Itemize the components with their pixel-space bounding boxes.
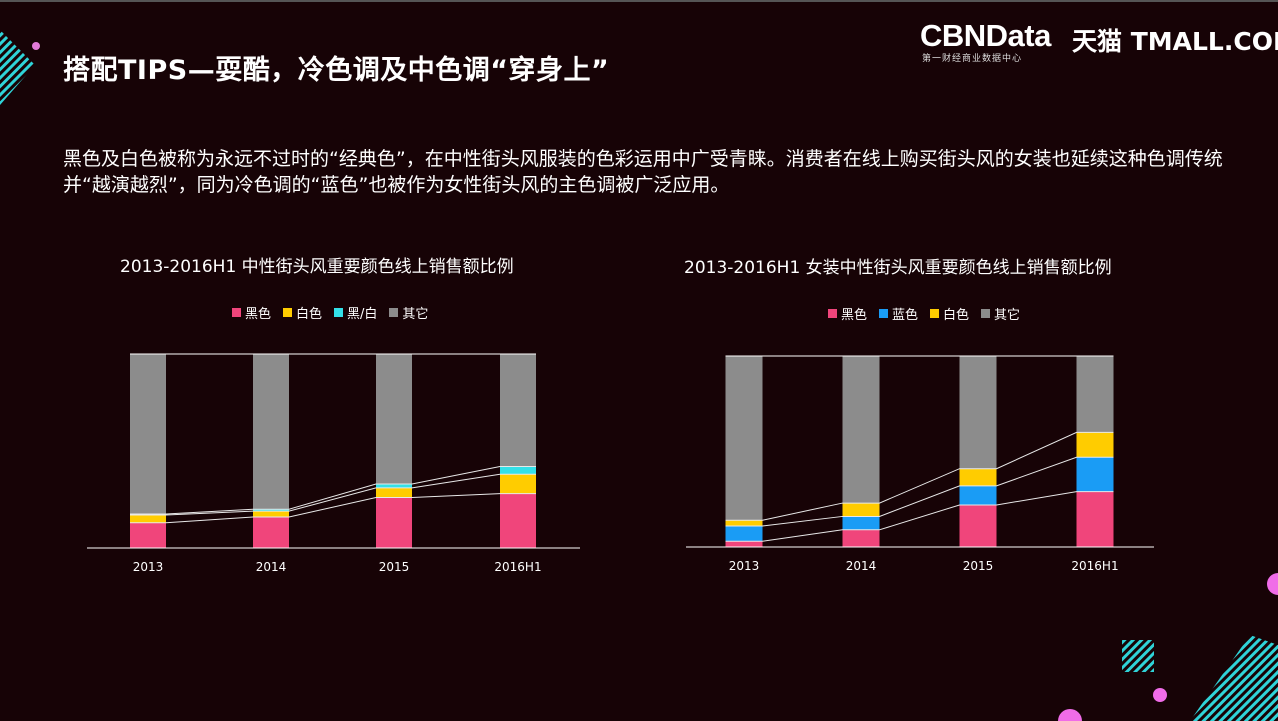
bar-2013-3 — [130, 354, 166, 515]
bar-2014-3 — [253, 354, 289, 510]
bar-2014-3 — [842, 356, 880, 504]
legend-item-3: 其它 — [389, 303, 428, 322]
series-connector-line-1 — [130, 473, 536, 516]
x-tick-label: 2013 — [133, 560, 164, 574]
legend-label: 其它 — [994, 308, 1021, 323]
chart1-title: 2013-2016H1 中性街头风重要颜色线上销售额比例 — [120, 257, 514, 277]
bar-2015-3 — [959, 356, 997, 469]
page-title: 搭配TIPS—耍酷，冷色调及中色调“穿身上” — [63, 55, 610, 86]
legend-label: 黑色 — [245, 307, 272, 322]
bar-2013-2 — [725, 520, 763, 526]
legend-label: 蓝色 — [892, 308, 919, 323]
legend-swatch — [232, 308, 241, 317]
bar-2016H1-3 — [500, 354, 536, 467]
pink-dot-decoration — [32, 42, 40, 50]
bar-2014-0 — [842, 529, 880, 547]
legend-item-0: 黑色 — [828, 304, 867, 323]
legend-item-1: 白色 — [283, 303, 322, 322]
bar-2013-3 — [725, 356, 763, 521]
x-tick-label: 2014 — [256, 560, 287, 574]
legend-label: 黑色 — [841, 308, 868, 323]
chart2-title: 2013-2016H1 女装中性街头风重要颜色线上销售额比例 — [684, 258, 1112, 278]
bar-2016H1-2 — [500, 466, 536, 475]
legend-swatch — [828, 309, 837, 318]
bar-2015-0 — [376, 497, 412, 548]
series-connector-line-0 — [130, 493, 536, 524]
x-tick-label: 2014 — [846, 559, 877, 573]
bar-2016H1-1 — [500, 474, 536, 494]
series-connector-line-1 — [725, 456, 1114, 527]
bar-2014-2 — [842, 503, 880, 517]
x-tick-label: 2016H1 — [494, 560, 541, 574]
bar-2013-0 — [725, 541, 763, 547]
tmall-logo: 天猫 TMALL.COM — [1072, 27, 1278, 56]
bar-2015-2 — [376, 483, 412, 488]
legend-swatch — [389, 308, 399, 317]
bar-2015-2 — [959, 468, 997, 486]
legend-item-2: 白色 — [930, 304, 969, 323]
series-connector-line-2 — [130, 466, 536, 515]
legend-label: 白色 — [943, 308, 970, 323]
legend-swatch — [334, 308, 344, 317]
x-tick-label: 2015 — [379, 560, 410, 574]
legend-item-0: 黑色 — [232, 303, 271, 322]
bar-2016H1-0 — [500, 493, 536, 548]
bar-2015-1 — [959, 485, 997, 505]
bar-2016H1-3 — [1076, 356, 1114, 433]
brand-logo: CBNData 第一财经商业数据中心 天猫 TMALL.COM — [920, 18, 1278, 66]
x-tick-label: 2013 — [729, 559, 760, 573]
cbndata-logo: CBNData — [920, 18, 1051, 53]
x-tick-label: 2016H1 — [1071, 559, 1118, 573]
cbndata-subtitle: 第一财经商业数据中心 — [922, 54, 1023, 64]
bar-2013-2 — [130, 514, 166, 516]
legend-item-3: 其它 — [981, 304, 1020, 323]
bar-2013-1 — [130, 515, 166, 523]
legend-label: 黑/白 — [347, 307, 378, 322]
bar-2015-0 — [959, 504, 997, 547]
x-tick-label: 2015 — [963, 559, 994, 573]
bar-2016H1-1 — [1076, 457, 1114, 492]
legend-item-1: 蓝色 — [879, 304, 918, 323]
chart2-legend: 黑色 蓝色 白色 其它 — [828, 304, 1020, 323]
pink-dot-decoration-2 — [1153, 688, 1167, 702]
page-description: 黑色及白色被称为永远不过时的“经典色”，在中性街头风服装的色彩运用中广受青睐。消… — [63, 148, 1223, 196]
bar-2014-1 — [842, 516, 880, 530]
legend-item-2: 黑/白 — [334, 303, 377, 322]
legend-swatch — [930, 309, 940, 318]
legend-swatch — [981, 309, 991, 318]
bar-2016H1-0 — [1076, 491, 1114, 547]
pink-circle-decoration — [1267, 573, 1278, 595]
legend-label: 白色 — [296, 307, 323, 322]
corner-stripes-decoration — [0, 30, 35, 105]
series-connector-line-0 — [725, 491, 1114, 542]
bar-2016H1-2 — [1076, 432, 1114, 458]
top-border — [0, 0, 1278, 2]
bar-2013-0 — [130, 522, 166, 548]
corner-stripes-decoration-2 — [1190, 635, 1278, 721]
chart1-legend: 黑色 白色 黑/白 其它 — [232, 303, 428, 322]
legend-swatch — [283, 308, 293, 317]
legend-swatch — [879, 309, 889, 318]
series-connector-line-2 — [725, 431, 1114, 521]
bar-2014-1 — [253, 511, 289, 517]
bar-2014-2 — [253, 509, 289, 512]
bar-2015-1 — [376, 487, 412, 498]
bar-2015-3 — [376, 354, 412, 484]
bar-2013-1 — [725, 525, 763, 542]
maze-square-decoration — [1122, 640, 1154, 672]
legend-label: 其它 — [402, 307, 429, 322]
pink-circle-decoration-2 — [1058, 709, 1082, 721]
bar-2014-0 — [253, 516, 289, 548]
